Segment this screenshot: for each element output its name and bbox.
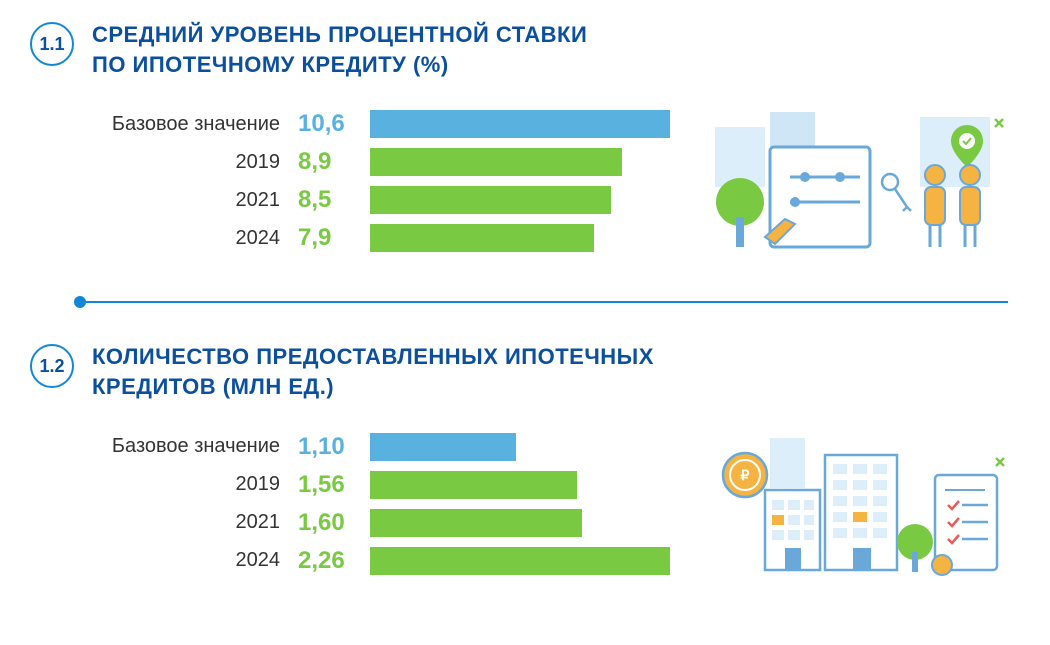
bar-row-base: Базовое значение 1,10 — [30, 430, 690, 464]
bar — [370, 547, 670, 575]
bar-row-2021: 2021 1,60 — [30, 506, 690, 540]
section-badge: 1.2 — [30, 344, 74, 388]
bar-row-2021: 2021 8,5 — [30, 183, 690, 217]
section-title: СРЕДНИЙ УРОВЕНЬ ПРОЦЕНТНОЙ СТАВКИ ПО ИПО… — [92, 20, 772, 79]
bar — [370, 509, 582, 537]
bar-row-2024: 2024 7,9 — [30, 221, 690, 255]
building-icon — [825, 455, 897, 570]
section-title: КОЛИЧЕСТВО ПРЕДОСТАВЛЕННЫХ ИПОТЕЧНЫХ КРЕ… — [92, 342, 772, 401]
bar — [370, 224, 594, 252]
bar-row-base: Базовое значение 10,6 — [30, 107, 690, 141]
housing-illustration — [710, 107, 1010, 262]
chart-area: Базовое значение 1,10 2019 1,56 2021 1,6… — [30, 430, 1020, 585]
section-badge: 1.1 — [30, 22, 74, 66]
divider-line — [80, 301, 1008, 303]
divider — [80, 296, 1020, 308]
bar-label: Базовое значение — [30, 435, 298, 458]
bar-value: 10,6 — [298, 110, 360, 138]
bar-chart: Базовое значение 1,10 2019 1,56 2021 1,6… — [30, 430, 690, 582]
bar-value: 1,56 — [298, 471, 360, 499]
keys-icon — [882, 174, 911, 211]
bar-value: 2,26 — [298, 547, 360, 575]
person-icon — [925, 165, 945, 247]
section-1-2: 1.2 КОЛИЧЕСТВО ПРЕДОСТАВЛЕННЫХ ИПОТЕЧНЫХ… — [30, 342, 1020, 584]
bar — [370, 148, 622, 176]
bar-value: 1,10 — [298, 433, 360, 461]
bar-value: 1,60 — [298, 509, 360, 537]
section-1-1: 1.1 СРЕДНИЙ УРОВЕНЬ ПРОЦЕНТНОЙ СТАВКИ ПО… — [30, 20, 1020, 262]
bar — [370, 471, 577, 499]
bar-label: 2024 — [30, 227, 298, 250]
svg-text:₽: ₽ — [741, 467, 750, 483]
bar-row-2024: 2024 2,26 — [30, 544, 690, 578]
bar-value: 8,5 — [298, 186, 360, 214]
building-icon — [765, 490, 820, 570]
document-icon — [765, 147, 870, 247]
bar-label: 2019 — [30, 473, 298, 496]
chart-area: Базовое значение 10,6 2019 8,9 2021 8,5 … — [30, 107, 1020, 262]
bar-row-2019: 2019 1,56 — [30, 468, 690, 502]
heading-row: 1.1 СРЕДНИЙ УРОВЕНЬ ПРОЦЕНТНОЙ СТАВКИ ПО… — [30, 20, 1020, 79]
bar-value: 8,9 — [298, 148, 360, 176]
city-illustration: ₽ — [710, 430, 1010, 585]
bar-value: 7,9 — [298, 224, 360, 252]
bar — [370, 433, 516, 461]
bar-label: 2021 — [30, 189, 298, 212]
heading-row: 1.2 КОЛИЧЕСТВО ПРЕДОСТАВЛЕННЫХ ИПОТЕЧНЫХ… — [30, 342, 1020, 401]
bar-label: 2024 — [30, 549, 298, 572]
coin-icon: ₽ — [723, 453, 767, 497]
bar-chart: Базовое значение 10,6 2019 8,9 2021 8,5 … — [30, 107, 690, 259]
person-icon — [960, 165, 980, 247]
bar-label: 2019 — [30, 151, 298, 174]
bar — [370, 110, 670, 138]
bar — [370, 186, 611, 214]
bar-row-2019: 2019 8,9 — [30, 145, 690, 179]
checklist-icon — [932, 475, 997, 575]
bar-label: Базовое значение — [30, 113, 298, 136]
bar-label: 2021 — [30, 511, 298, 534]
